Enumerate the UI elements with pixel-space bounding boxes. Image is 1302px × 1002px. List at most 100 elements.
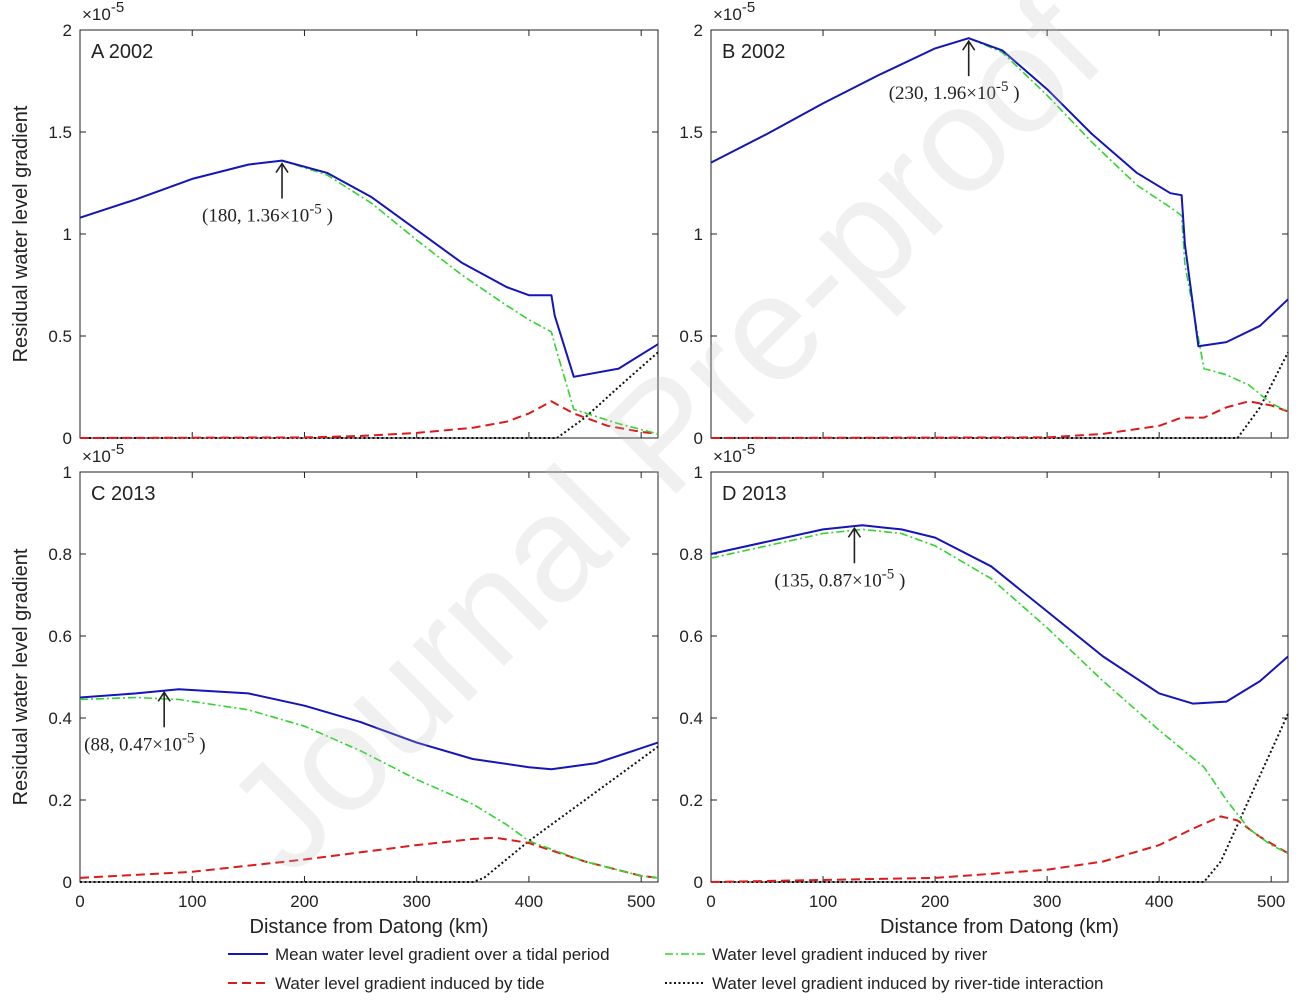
plot-frame — [79, 29, 659, 439]
x-tick-label: 400 — [1145, 892, 1173, 911]
annotation-text: (230, 1.96×10 — [889, 83, 996, 104]
x-tick-label: 100 — [809, 892, 837, 911]
panel-title: D 2013 — [722, 483, 787, 505]
x-axis-label: Distance from Datong (km) — [880, 916, 1119, 938]
y-tick-label: 0 — [63, 429, 72, 448]
chart-panel: 00.20.40.60.810 100 200 300 400 500×10-5D 201… — [679, 441, 1289, 938]
y-tick-label: 2 — [63, 21, 72, 40]
x-tick-label: 500 — [1257, 892, 1285, 911]
y-multiplier-base: ×10 — [713, 5, 742, 24]
series-interaction-line — [711, 351, 1289, 439]
panel-title: C 2013 — [91, 483, 156, 505]
annotation-close: ) — [322, 206, 333, 227]
y-multiplier-base: ×10 — [82, 5, 111, 24]
series-tide-line — [79, 836, 659, 879]
y-multiplier: ×10-5 — [82, 441, 124, 466]
y-multiplier-exp: -5 — [742, 441, 755, 458]
annotation-text: (88, 0.47×10 — [84, 734, 182, 755]
series-river-line — [710, 528, 1289, 855]
annotation-label: (135, 0.87×10-5 ) — [774, 566, 905, 591]
annotation-close: ) — [1008, 83, 1019, 104]
legend: Mean water level gradient over a tidal p… — [228, 945, 1104, 993]
annotation-label: (230, 1.96×10-5 ) — [889, 79, 1020, 104]
y-multiplier: ×10-5 — [713, 0, 755, 24]
legend-interaction-label: Water level gradient induced by river-ti… — [712, 974, 1104, 993]
y-multiplier-base: ×10 — [82, 447, 111, 466]
y-axis-label: Residual water level gradient — [10, 548, 32, 805]
y-tick-label: 0.5 — [48, 327, 72, 346]
y-tick-label: 0.4 — [48, 709, 72, 728]
annotation-close: ) — [894, 570, 905, 591]
annotation-arrowhead — [275, 162, 289, 174]
annotation-arrowhead — [847, 526, 862, 538]
series-tide-line — [710, 400, 1289, 439]
annotation-close: ) — [194, 734, 205, 755]
x-tick-label: 300 — [1033, 892, 1061, 911]
series-mean-line — [710, 524, 1289, 705]
legend-river-label: Water level gradient induced by river — [712, 945, 988, 964]
series-mean-line — [710, 37, 1289, 348]
y-tick-label: 0 — [63, 873, 72, 892]
series-tide-line — [79, 400, 659, 439]
y-axis-label: Residual water level gradient — [10, 105, 32, 362]
y-tick-label: 0.2 — [48, 791, 72, 810]
annotation-text: (135, 0.87×10 — [774, 570, 881, 591]
y-tick-label: 0.6 — [679, 627, 703, 646]
y-multiplier-exp: -5 — [111, 441, 124, 458]
chart-panel: 00.20.40.60.810 100 200 300 400 500×10-5C 201… — [10, 441, 659, 938]
y-tick-label: 0.2 — [679, 791, 703, 810]
series-mean-line — [79, 159, 659, 378]
x-tick-label: 200 — [921, 892, 949, 911]
y-tick-label: 0.6 — [48, 627, 72, 646]
x-tick-label: 200 — [290, 892, 318, 911]
y-tick-label: 0.8 — [679, 545, 703, 564]
x-tick-label: 500 — [627, 892, 655, 911]
y-tick-label: 2 — [694, 21, 703, 40]
annotation-text: (180, 1.36×10 — [202, 206, 309, 227]
x-axis-label: Distance from Datong (km) — [250, 916, 489, 938]
annotation-exp: -5 — [182, 730, 195, 746]
annotation-arrowhead — [962, 39, 976, 51]
y-tick-label: 1 — [63, 463, 72, 482]
annotation-arrowhead — [157, 690, 171, 702]
series-interaction-line — [80, 745, 659, 883]
y-tick-label: 0.5 — [679, 327, 703, 346]
y-multiplier-base: ×10 — [713, 447, 742, 466]
x-tick-label: 100 — [178, 892, 206, 911]
y-multiplier-exp: -5 — [111, 0, 124, 16]
y-tick-label: 0.8 — [48, 545, 72, 564]
y-tick-label: 0.4 — [679, 709, 703, 728]
x-tick-label: 0 — [75, 892, 84, 911]
series-interaction-line — [711, 713, 1289, 883]
chart-panel: 00.511.52×10-5B 2002(230, 1.96×10-5 ) — [679, 0, 1289, 448]
y-tick-label: 1 — [63, 225, 72, 244]
y-multiplier-exp: -5 — [742, 0, 755, 16]
x-tick-label: 0 — [706, 892, 715, 911]
series-river-line — [79, 696, 659, 879]
annotation-exp: -5 — [309, 202, 322, 218]
legend-mean-label: Mean water level gradient over a tidal p… — [275, 945, 610, 964]
y-tick-label: 0 — [694, 429, 703, 448]
y-multiplier: ×10-5 — [82, 0, 124, 24]
y-tick-label: 1 — [694, 463, 703, 482]
y-tick-label: 1 — [694, 225, 703, 244]
annotation-label: (88, 0.47×10-5 ) — [84, 730, 205, 755]
panel-title: A 2002 — [91, 41, 153, 63]
y-multiplier: ×10-5 — [713, 441, 755, 466]
y-tick-label: 1.5 — [48, 123, 72, 142]
series-mean-line — [79, 688, 659, 771]
panel-title: B 2002 — [722, 41, 785, 63]
y-tick-label: 1.5 — [679, 123, 703, 142]
annotation-label: (180, 1.36×10-5 ) — [202, 202, 333, 227]
plot-frame — [710, 471, 1289, 883]
legend-tide-label: Water level gradient induced by tide — [275, 974, 545, 993]
annotation-exp: -5 — [996, 79, 1009, 95]
annotation-exp: -5 — [882, 566, 895, 582]
x-tick-label: 400 — [515, 892, 543, 911]
x-tick-label: 300 — [403, 892, 431, 911]
watermark: Journal Pre-proof — [194, 0, 1132, 902]
series-tide-line — [710, 815, 1289, 883]
